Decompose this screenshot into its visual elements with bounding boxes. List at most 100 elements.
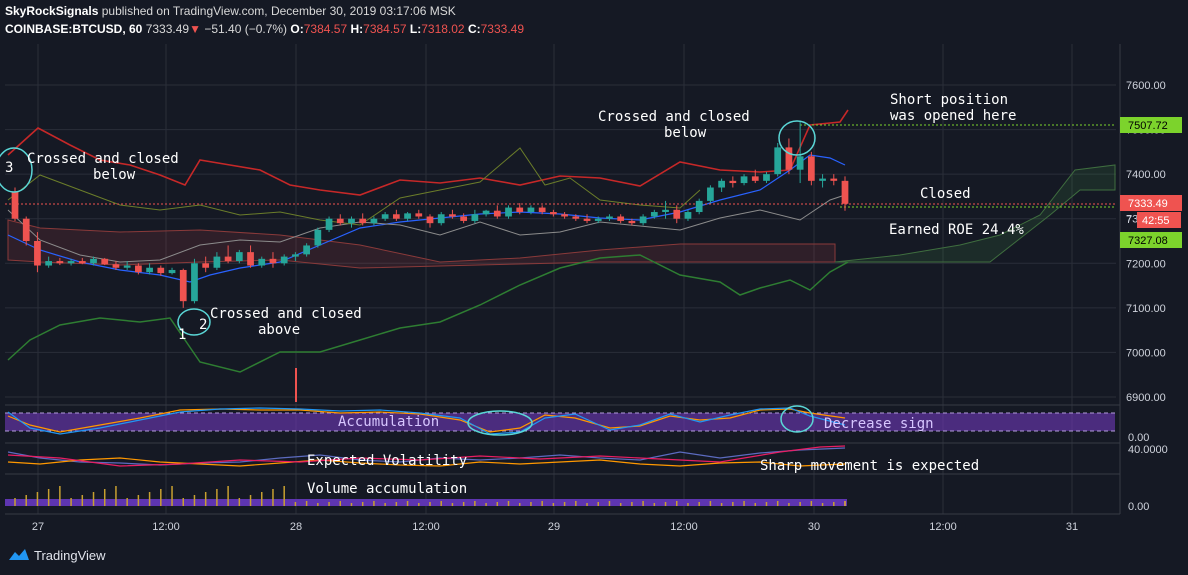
author-name[interactable]: SkyRockSignals <box>5 4 99 18</box>
candle-body <box>482 210 490 215</box>
candle-body <box>684 212 692 219</box>
candle-body <box>493 210 501 217</box>
candle-body <box>550 212 557 215</box>
candle-body <box>213 256 221 268</box>
tradingview-logo-icon <box>8 548 30 565</box>
x-tick-label: 30 <box>808 521 820 533</box>
y-tick-label: 7000.00 <box>1126 347 1166 359</box>
price-pane[interactable] <box>5 44 1115 404</box>
candle-body <box>819 178 826 181</box>
low-label: L: <box>409 22 422 36</box>
candle-body <box>471 214 479 221</box>
red-kijun-line <box>7 109 849 196</box>
candle-body <box>807 156 815 181</box>
y-tick-label: 7200.00 <box>1126 258 1166 270</box>
annotation-closed: Closed <box>920 186 971 202</box>
volume-bars <box>14 486 846 506</box>
highlight-circle <box>177 308 211 336</box>
short-level-tag-bg <box>1120 117 1182 133</box>
candle-body <box>650 212 658 217</box>
candle-body <box>695 200 703 213</box>
current-price-tag: 7333.49 <box>1128 198 1168 210</box>
annotation-accumulation: Accumulation <box>338 414 439 430</box>
candle-body <box>258 258 266 266</box>
countdown-tag-bg <box>1137 212 1181 228</box>
open-value: 7384.57 <box>303 22 348 36</box>
x-tick-label: 28 <box>290 521 302 533</box>
candle-body <box>34 241 41 266</box>
x-tick-label: 12:00 <box>929 521 957 533</box>
candle-body <box>527 207 535 213</box>
candle-body <box>45 261 53 266</box>
annotation-decrease-sign: Decrease sign <box>824 416 934 432</box>
lower-level-tag: 7327.08 <box>1128 235 1168 247</box>
candle-body <box>191 263 198 302</box>
volatility-orange <box>7 457 846 467</box>
down-arrow-icon: ▼ <box>189 22 201 36</box>
annotation-crossed-below-right-2: below <box>664 125 707 141</box>
volume-band <box>5 499 847 506</box>
candles <box>11 120 849 308</box>
y-tick-label: 7600.00 <box>1126 80 1166 92</box>
candle-body <box>370 218 378 224</box>
candle-body <box>202 263 210 268</box>
candle-body <box>112 264 120 268</box>
candle-body <box>505 207 512 217</box>
highlight-circle <box>778 120 816 156</box>
volatility-tick: 40.0000 <box>1128 444 1168 456</box>
highlight-circle <box>467 410 533 436</box>
candle-body <box>449 214 456 217</box>
ichimoku-cloud-green <box>834 164 1116 263</box>
candle-body <box>740 176 748 184</box>
candle-body <box>269 258 277 264</box>
candle-body <box>763 174 770 181</box>
candle-body <box>67 261 75 264</box>
highlight-circle <box>780 405 814 433</box>
volatility-red <box>7 445 846 467</box>
annotation-crossed-above-2: above <box>258 322 300 338</box>
candle-body <box>168 269 176 274</box>
candle-body <box>235 252 243 262</box>
candle-body <box>381 214 389 219</box>
annotation-sharp-movement: Sharp movement is expected <box>760 458 979 474</box>
candle-body <box>280 256 288 264</box>
annotation-volume-accumulation: Volume accumulation <box>307 481 467 497</box>
last-price: 7333.49 <box>145 22 190 36</box>
time-axis[interactable]: 27 12:00 28 12:00 29 12:00 30 12:00 31 <box>32 521 1078 533</box>
marker-number-1: 1 <box>178 327 186 343</box>
close-value: 7333.49 <box>480 22 525 36</box>
close-label: C: <box>467 22 481 36</box>
y-tick-label: 7100.00 <box>1126 303 1166 315</box>
candle-body <box>594 218 602 221</box>
candle-body <box>538 207 546 213</box>
annotation-crossed-below-left-2: below <box>93 167 136 183</box>
grid <box>5 44 1116 514</box>
candle-body <box>303 245 310 255</box>
open-label: O: <box>290 22 304 36</box>
lower-level-tag-bg <box>1120 232 1182 248</box>
candle-body <box>123 265 131 268</box>
tradingview-footer[interactable]: TradingView <box>8 548 106 565</box>
candle-body <box>785 147 793 170</box>
candle-body <box>841 180 849 204</box>
candle-body <box>751 176 759 181</box>
green-chikou-line <box>7 254 849 373</box>
published-text: published on TradingView.com, December 3… <box>101 4 456 18</box>
candle-body <box>404 213 411 219</box>
candle-body <box>718 180 725 188</box>
annotation-short-opened: Short position <box>890 92 1008 108</box>
marker-number-2: 2 <box>199 317 207 333</box>
gray-lagging-line <box>7 194 846 263</box>
ohlc-legend: COINBASE:BTCUSD, 60 7333.49▼ −51.40 (−0.… <box>5 22 524 36</box>
candle-body <box>56 261 64 264</box>
price-change: −51.40 (−0.7%) <box>204 22 288 36</box>
candle-body <box>673 209 681 219</box>
candle-body <box>572 216 580 219</box>
y-tick-6900: 6900.00 <box>1126 392 1166 404</box>
olive-lagging-line <box>7 147 701 226</box>
candle-body <box>247 252 254 266</box>
candle-body <box>561 214 568 217</box>
footer-brand: TradingView <box>34 548 106 563</box>
partial-tick: 7 <box>1126 214 1132 226</box>
